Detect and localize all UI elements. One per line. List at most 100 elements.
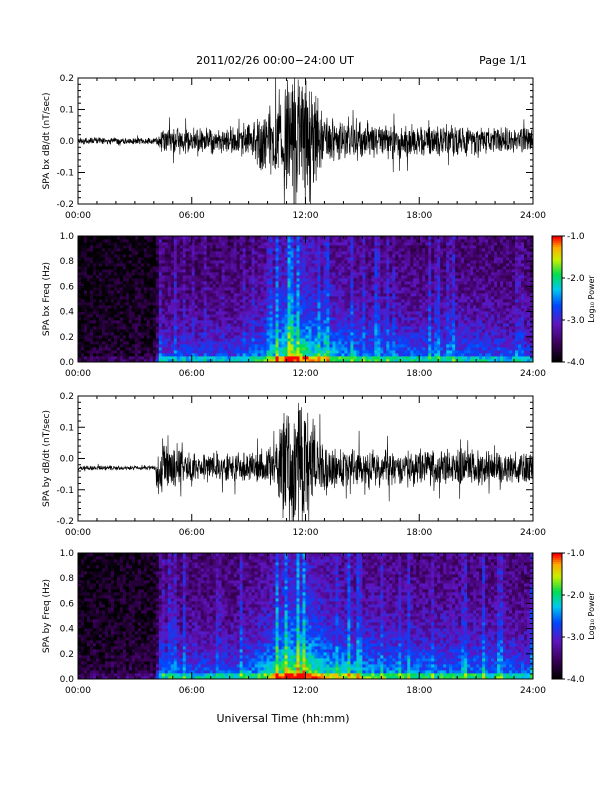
spectrogram-cell bbox=[392, 320, 395, 323]
spectrogram-cell bbox=[371, 344, 374, 347]
spectrogram-cell bbox=[117, 251, 120, 254]
spectrogram-cell bbox=[138, 299, 141, 302]
spectrogram-cell bbox=[81, 245, 84, 248]
spectrogram-cell bbox=[294, 356, 297, 359]
spectrogram-cell bbox=[308, 356, 311, 359]
spectrogram-cell bbox=[78, 236, 81, 239]
spectrogram-cell bbox=[162, 332, 165, 335]
spectrogram-cell bbox=[222, 305, 225, 308]
spectrogram-cell bbox=[168, 248, 171, 251]
spectrogram-cell bbox=[129, 308, 132, 311]
spectrogram-cell bbox=[195, 272, 198, 275]
spectrogram-cell bbox=[303, 347, 306, 350]
spectrogram-cell bbox=[326, 314, 329, 317]
spectrogram-cell bbox=[395, 341, 398, 344]
spectrogram-cell bbox=[410, 308, 413, 311]
spectrogram-cell bbox=[386, 248, 389, 251]
spectrogram-cell bbox=[192, 239, 195, 242]
spectrogram-cell bbox=[201, 305, 204, 308]
spectrogram-cell bbox=[159, 293, 162, 296]
spectrogram-cell bbox=[183, 239, 186, 242]
spectrogram-cell bbox=[323, 311, 326, 314]
spectrogram-cell bbox=[162, 314, 165, 317]
spectrogram-cell bbox=[383, 281, 386, 284]
spectrogram-cell bbox=[228, 266, 231, 269]
spectrogram-cell bbox=[189, 275, 192, 278]
spectrogram-cell bbox=[291, 287, 294, 290]
spectrogram-cell bbox=[273, 302, 276, 305]
spectrogram-cell bbox=[174, 302, 177, 305]
spectrogram-cell bbox=[174, 248, 177, 251]
spectrogram-cell bbox=[225, 356, 228, 359]
spectrogram-cell bbox=[165, 236, 168, 239]
spectrogram-cell bbox=[237, 239, 240, 242]
spectrogram-cell bbox=[374, 245, 377, 248]
spectrogram-cell bbox=[255, 239, 258, 242]
spectrogram-cell bbox=[252, 293, 255, 296]
spectrogram-cell bbox=[216, 326, 219, 329]
spectrogram-cell bbox=[300, 287, 303, 290]
spectrogram-cell bbox=[353, 332, 356, 335]
spectrogram-cell bbox=[377, 314, 380, 317]
spectrogram-cell bbox=[102, 314, 105, 317]
spectrogram-cell bbox=[135, 308, 138, 311]
spectrogram-cell bbox=[371, 311, 374, 314]
spectrogram-cell bbox=[261, 287, 264, 290]
spectrogram-cell bbox=[108, 272, 111, 275]
spectrogram-cell bbox=[294, 248, 297, 251]
spectrogram-cell bbox=[329, 275, 332, 278]
spectrogram-cell bbox=[96, 332, 99, 335]
spectrogram-cell bbox=[243, 245, 246, 248]
spectrogram-cell bbox=[419, 287, 422, 290]
spectrogram-cell bbox=[282, 344, 285, 347]
spectrogram-cell bbox=[207, 353, 210, 356]
spectrogram-cell bbox=[264, 257, 267, 260]
spectrogram-cell bbox=[383, 338, 386, 341]
spectrogram-cell bbox=[111, 257, 114, 260]
spectrogram-cell bbox=[249, 329, 252, 332]
spectrogram-cell bbox=[255, 311, 258, 314]
spectrogram-cell bbox=[252, 323, 255, 326]
spectrogram-cell bbox=[279, 281, 282, 284]
spectrogram-cell bbox=[371, 260, 374, 263]
spectrogram-cell bbox=[383, 290, 386, 293]
spectrogram-cell bbox=[234, 287, 237, 290]
spectrogram-cell bbox=[138, 293, 141, 296]
spectrogram-cell bbox=[90, 245, 93, 248]
spectrogram-cell bbox=[81, 275, 84, 278]
spectrogram-cell bbox=[380, 269, 383, 272]
spectrogram-cell bbox=[144, 278, 147, 281]
spectrogram-cell bbox=[326, 284, 329, 287]
spectrogram-cell bbox=[356, 242, 359, 245]
spectrogram-cell bbox=[344, 305, 347, 308]
spectrogram-cell bbox=[180, 275, 183, 278]
spectrogram-cell bbox=[174, 293, 177, 296]
spectrogram-cell bbox=[138, 278, 141, 281]
spectrogram-cell bbox=[135, 299, 138, 302]
spectrogram-cell bbox=[356, 305, 359, 308]
spectrogram-cell bbox=[258, 320, 261, 323]
spectrogram-cell bbox=[300, 296, 303, 299]
spectrogram-cell bbox=[150, 356, 153, 359]
spectrogram-cell bbox=[240, 257, 243, 260]
spectrogram-cell bbox=[123, 305, 126, 308]
spectrogram-cell bbox=[90, 254, 93, 257]
spectrogram-cell bbox=[147, 356, 150, 359]
spectrogram-cell bbox=[380, 296, 383, 299]
spectrogram-cell bbox=[291, 326, 294, 329]
spectrogram-cell bbox=[171, 275, 174, 278]
spectrogram-cell bbox=[114, 347, 117, 350]
spectrogram-cell bbox=[258, 338, 261, 341]
spectrogram-cell bbox=[111, 284, 114, 287]
spectrogram-cell bbox=[335, 302, 338, 305]
spectrogram-cell bbox=[273, 284, 276, 287]
spectrogram-cell bbox=[234, 332, 237, 335]
spectrogram-cell bbox=[135, 272, 138, 275]
spectrogram-cell bbox=[252, 245, 255, 248]
spectrogram-cell bbox=[180, 245, 183, 248]
spectrogram-cell bbox=[365, 323, 368, 326]
spectrogram-cell bbox=[329, 254, 332, 257]
spectrogram-cell bbox=[380, 248, 383, 251]
spectrogram-cell bbox=[267, 254, 270, 257]
spectrogram-cell bbox=[392, 275, 395, 278]
